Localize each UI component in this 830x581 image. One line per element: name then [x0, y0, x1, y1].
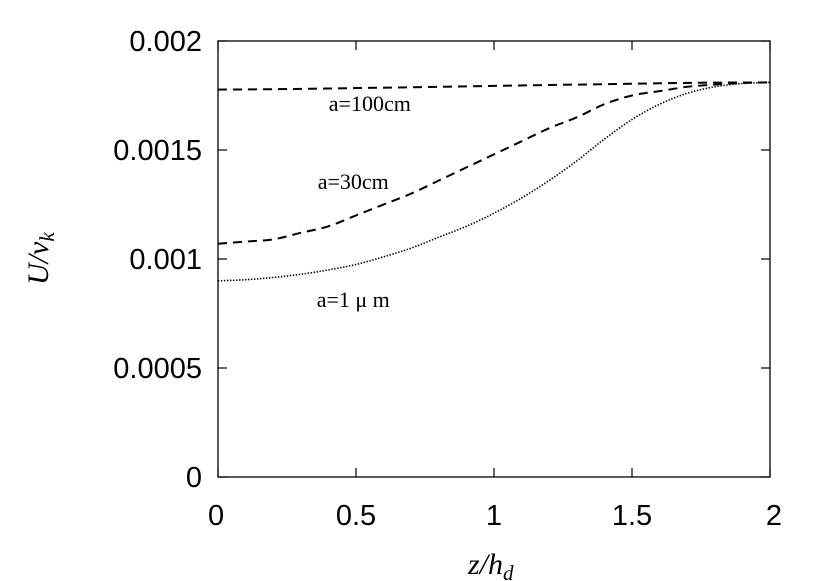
- series-line-2: [217, 81, 771, 282]
- x-tick-label: 1: [486, 500, 502, 532]
- x-tick-label: 0.5: [336, 500, 376, 532]
- series-line-1: [217, 81, 771, 245]
- series-label-1: a=30cm: [318, 169, 389, 194]
- series-line-0: [217, 81, 771, 91]
- x-tick-label: 0: [208, 500, 224, 532]
- series-label-0: a=100cm: [329, 91, 411, 116]
- y-tick-label: 0.0015: [113, 135, 202, 167]
- series-group: a=100cm a=30cm a=1 μ m: [217, 81, 771, 312]
- y-tick-label: 0.001: [129, 244, 202, 276]
- y-tick-label: 0.0005: [113, 353, 202, 385]
- x-tick-label: 1.5: [612, 500, 652, 532]
- y-axis-title-sub: k: [35, 232, 59, 242]
- plot-frame: [217, 40, 771, 478]
- x-axis-title: z/hd: [467, 548, 514, 581]
- y-tick-label: 0: [186, 462, 202, 494]
- x-tick-label: 2: [766, 500, 782, 532]
- y-axis-title: U/vk: [22, 232, 59, 285]
- axis-ticks: 0 0.5 1 1.5 2 0 0.0005 0.001 0.0015 0.002: [113, 26, 782, 532]
- series-label-2: a=1 μ m: [317, 287, 390, 312]
- y-tick-label: 0.002: [129, 26, 202, 58]
- x-axis-title-sub: d: [503, 561, 514, 581]
